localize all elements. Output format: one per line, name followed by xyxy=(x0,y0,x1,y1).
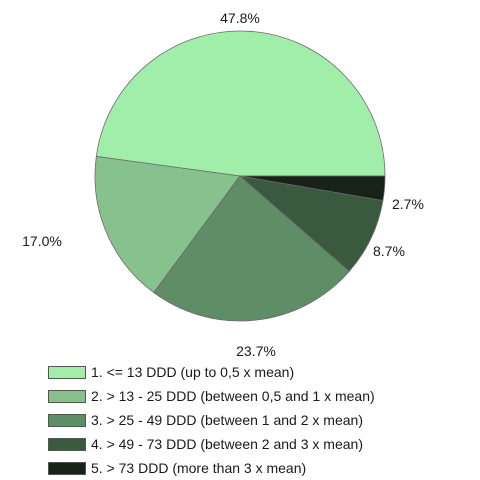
legend-swatch-4 xyxy=(48,437,86,451)
legend-item-2: 2. > 13 - 25 DDD (between 0,5 and 1 x me… xyxy=(48,384,375,408)
legend-item-1: 1. <= 13 DDD (up to 0,5 x mean) xyxy=(48,360,375,384)
pie-slice-3 xyxy=(153,175,350,322)
pie-label-4: 8.7% xyxy=(373,243,405,259)
pie-label-5: 2.7% xyxy=(392,196,424,212)
legend-label-4: 4. > 49 - 73 DDD (between 2 and 3 x mean… xyxy=(91,436,363,452)
pie-label-3: 23.7% xyxy=(236,343,276,359)
pie-label-1: 47.8% xyxy=(220,10,260,26)
legend-swatch-2 xyxy=(48,389,86,403)
legend-item-3: 3. > 25 - 49 DDD (between 1 and 2 x mean… xyxy=(48,408,375,432)
pie-slice-5 xyxy=(239,175,386,201)
legend-item-4: 4. > 49 - 73 DDD (between 2 and 3 x mean… xyxy=(48,432,375,456)
legend-label-1: 1. <= 13 DDD (up to 0,5 x mean) xyxy=(91,364,295,380)
legend-item-5: 5. > 73 DDD (more than 3 x mean) xyxy=(48,456,375,480)
legend-swatch-1 xyxy=(48,365,86,379)
legend-swatch-5 xyxy=(48,461,86,475)
pie-slices xyxy=(94,30,386,322)
legend-label-5: 5. > 73 DDD (more than 3 x mean) xyxy=(91,460,307,476)
pie-slice-2 xyxy=(94,155,241,294)
legend-swatch-3 xyxy=(48,413,86,427)
pie-label-2: 17.0% xyxy=(22,233,62,249)
pie-slice-1 xyxy=(95,30,386,177)
pie-labels: 47.8% 17.0% 23.7% 8.7% 2.7% xyxy=(22,10,424,359)
legend: 1. <= 13 DDD (up to 0,5 x mean) 2. > 13 -… xyxy=(48,360,375,480)
legend-label-2: 2. > 13 - 25 DDD (between 0,5 and 1 x me… xyxy=(91,388,375,404)
legend-label-3: 3. > 25 - 49 DDD (between 1 and 2 x mean… xyxy=(91,412,363,428)
